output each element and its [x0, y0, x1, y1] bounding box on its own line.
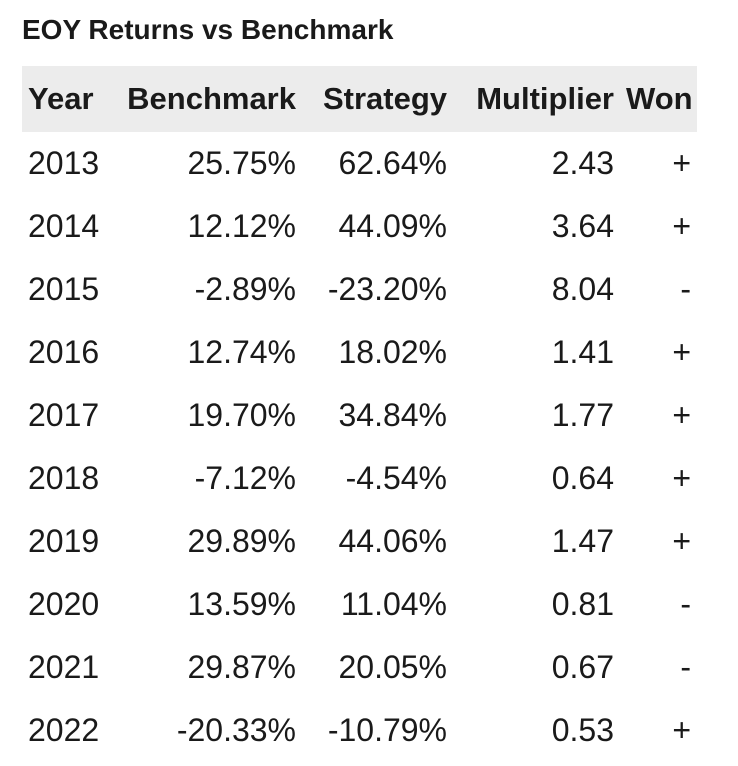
table-body: 2013 25.75% 62.64% 2.43 +2014 12.12% 44.09% 3.6… [22, 132, 697, 762]
multiplier-cell: 0.81 [551, 586, 614, 623]
strategy-cell: 18.02% [338, 334, 447, 371]
year-cell: 2019 [28, 523, 100, 560]
multiplier-cell: 1.47 [551, 523, 614, 560]
won-cell: - [680, 271, 691, 308]
table-row: 2016 12.74% 18.02% 1.41 + [22, 321, 697, 384]
benchmark-cell: 25.75% [187, 145, 296, 182]
table-row: 2014 12.12% 44.09% 3.64 + [22, 195, 697, 258]
year-cell: 2018 [28, 460, 100, 497]
year-cell: 2015 [28, 271, 100, 308]
benchmark-cell: 13.59% [187, 586, 296, 623]
table-row: 2022 -20.33% -10.79% 0.53 + [22, 699, 697, 762]
multiplier-cell: 3.64 [551, 208, 614, 245]
strategy-cell: 34.84% [338, 397, 447, 434]
strategy-cell: -10.79% [327, 712, 447, 749]
strategy-cell: 44.09% [338, 208, 447, 245]
benchmark-cell: 12.74% [187, 334, 296, 371]
benchmark-cell: -20.33% [176, 712, 296, 749]
column-header-benchmark: Benchmark [116, 66, 302, 133]
returns-table: Year Benchmark Strategy Multiplier Won 2013 2… [22, 66, 697, 762]
column-header-multiplier: Multiplier [453, 66, 620, 133]
table-row: 2021 29.87% 20.05% 0.67 - [22, 636, 697, 699]
won-cell: + [672, 334, 691, 371]
strategy-cell: 20.05% [338, 649, 447, 686]
benchmark-cell: 12.12% [187, 208, 296, 245]
strategy-cell: 44.06% [338, 523, 447, 560]
table-row: 2019 29.89% 44.06% 1.47 + [22, 510, 697, 573]
multiplier-cell: 8.04 [551, 271, 614, 308]
year-cell: 2017 [28, 397, 100, 434]
table-row: 2017 19.70% 34.84% 1.77 + [22, 384, 697, 447]
won-cell: + [672, 712, 691, 749]
year-cell: 2022 [28, 712, 100, 749]
year-cell: 2016 [28, 334, 100, 371]
multiplier-cell: 0.67 [551, 649, 614, 686]
won-cell: - [680, 586, 691, 623]
won-cell: + [672, 397, 691, 434]
multiplier-cell: 1.41 [551, 334, 614, 371]
table-row: 2018 -7.12% -4.54% 0.64 + [22, 447, 697, 510]
strategy-cell: -4.54% [345, 460, 447, 497]
won-cell: + [672, 460, 691, 497]
benchmark-cell: 19.70% [187, 397, 296, 434]
benchmark-cell: 29.89% [187, 523, 296, 560]
multiplier-cell: 2.43 [551, 145, 614, 182]
year-cell: 2021 [28, 649, 100, 686]
benchmark-cell: -7.12% [194, 460, 296, 497]
won-cell: + [672, 208, 691, 245]
multiplier-cell: 0.64 [551, 460, 614, 497]
column-header-won: Won [620, 66, 697, 133]
strategy-cell: 11.04% [340, 586, 447, 623]
table-row: 2013 25.75% 62.64% 2.43 + [22, 132, 697, 195]
column-header-year: Year [22, 66, 116, 133]
table-row: 2015 -2.89% -23.20% 8.04 - [22, 258, 697, 321]
strategy-cell: -23.20% [327, 271, 447, 308]
table-header: Year Benchmark Strategy Multiplier Won [22, 66, 697, 133]
year-cell: 2013 [28, 145, 100, 182]
won-cell: + [672, 523, 691, 560]
strategy-cell: 62.64% [338, 145, 447, 182]
multiplier-cell: 0.53 [551, 712, 614, 749]
won-cell: + [672, 145, 691, 182]
benchmark-cell: -2.89% [194, 271, 296, 308]
year-cell: 2020 [28, 586, 100, 623]
header-row: Year Benchmark Strategy Multiplier Won [22, 66, 697, 133]
multiplier-cell: 1.77 [551, 397, 614, 434]
year-cell: 2014 [28, 208, 100, 245]
table-row: 2020 13.59% 11.04% 0.81 - [22, 573, 697, 636]
won-cell: - [680, 649, 691, 686]
column-header-strategy: Strategy [302, 66, 453, 133]
benchmark-cell: 29.87% [187, 649, 296, 686]
table-title: EOY Returns vs Benchmark [22, 14, 394, 45]
